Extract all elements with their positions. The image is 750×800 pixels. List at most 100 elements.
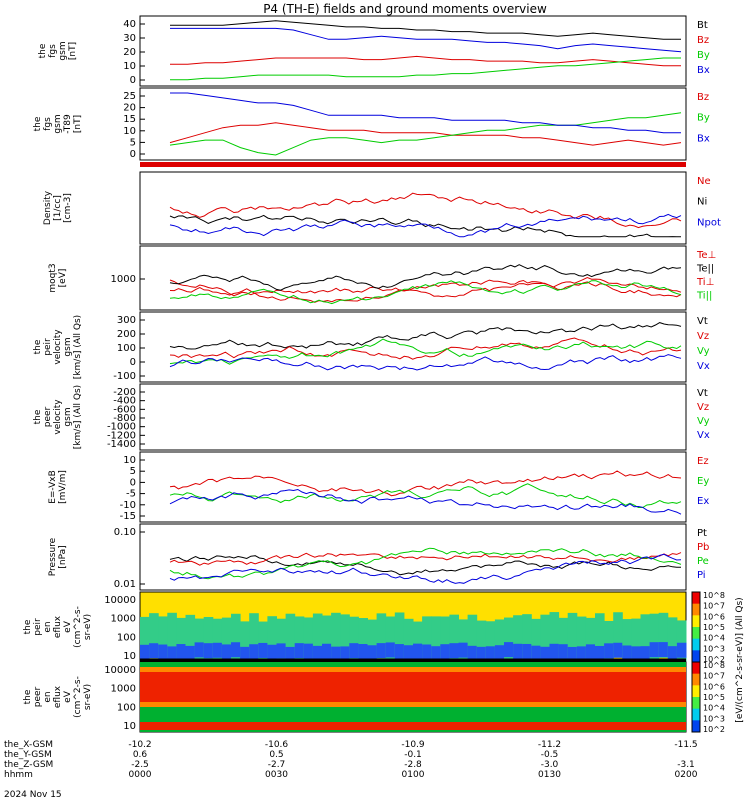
ylabel-line: [nT] [73,115,83,133]
ytick-fgs_dsl: 10 [123,126,136,137]
ytick-fgs: 10 [123,61,136,72]
spec-cell [558,644,569,660]
spec-cell [303,617,314,663]
ytick-pressure: 0.10 [114,527,136,538]
legend-item: Ni [697,197,707,208]
plot-frame-pressure [139,523,687,591]
series-Ex [169,488,682,515]
ylabel-line: en [43,691,53,702]
ylabel-line: velocity [53,329,63,365]
series-Bt [170,20,681,40]
spec-cell [340,646,350,662]
spec-cell [476,646,487,662]
legend-item: Npot [697,217,721,228]
spec-cell [440,616,450,662]
spec-cell [531,618,541,664]
ytick-temp: 1000 [111,274,136,285]
xrow-value: -11.5 [674,740,697,750]
xrow-value: -2.5 [131,760,149,770]
spec-cell [513,643,523,659]
colorbar-tick: 10^2 [703,725,725,734]
xrow-value: -11.2 [538,740,561,750]
colorbar-segment [692,685,700,698]
legend-vel: Vt Vz Vy Vx [697,316,710,372]
spec-cell [540,646,550,662]
series-Bx [170,27,682,53]
spec-cell [595,613,605,659]
plot-frame-vel_peer [139,383,687,451]
spec-cell [312,613,323,659]
spec-cell [185,614,196,660]
ytick-fgs: 40 [123,19,136,30]
spec-cell [331,646,341,662]
legend-item: Bx [697,65,710,76]
ylabel-line: (cm^2-s- [73,676,83,718]
ylabel-line: Pressure [48,537,58,576]
spec-cell [513,615,523,661]
ylabel-line: peir [33,618,43,636]
spec-cell [576,616,587,662]
spec-cell [385,642,396,658]
spec-cell [531,645,541,661]
spec-cell [403,645,414,661]
spec-cell [221,644,232,660]
series-By [170,57,681,81]
legend-item: Vt [697,316,708,327]
ylabel-vel_peer: thepeervelocitygsm[km/s] (All Qs) [33,385,83,449]
panel-ion_spec: thepeirenefluxeV(cm^2-s-sr-eV) 10000 1000 1… [23,591,687,667]
series-Ne [169,192,682,229]
spec-cell [176,617,186,663]
spec-cell [649,642,660,658]
ytick-fgs: 0 [130,75,136,86]
ylabel-line: sr-eV) [83,614,93,640]
spec-cell [522,614,532,660]
ytick-efield: -5 [126,489,136,500]
colorbar-segment [692,650,700,663]
xrow-label: the_Z-GSM [4,760,53,770]
spec-cell [585,617,596,663]
colorbar-tick: 10^3 [703,644,725,653]
legend-fgs: Bt Bz By Bx [697,20,710,76]
spec-cell [403,618,414,664]
spec-cell [458,642,469,658]
xrow-value: -0.1 [404,750,422,760]
spec-cell [149,643,159,659]
series-Vx [169,354,682,371]
ylabel-line: the [33,339,43,354]
spec-cell [522,643,532,659]
ylabel-pressure: Pressure[nPa] [48,537,68,576]
colorbar-tick: 10^5 [703,693,725,702]
spec-band [140,722,686,730]
spec-cell [476,620,487,666]
ylabel-line: [cm-3] [63,193,73,223]
ylabel-line: the [23,689,33,704]
spec-cell [285,646,296,662]
legend-item: Vt [697,388,708,399]
spec-cell [631,646,641,662]
spec-cell [413,643,423,659]
spec-cell [358,644,368,660]
plot-frame-efield [139,451,687,523]
spec-cell [440,644,450,660]
legend-item: Bz [697,35,709,46]
spec-cell [376,613,387,659]
ytick-pressure: 0.01 [114,579,136,590]
spec-cell [231,613,241,659]
ytick-fgs: 20 [123,47,136,58]
legend-temp: Te⊥ Te|| Ti⊥ Ti|| [696,250,716,302]
panel-temp: moqt3[eV] 1000 Te⊥ Te|| Ti⊥ Ti|| [48,245,716,311]
spec-cell [158,616,168,662]
spec-cell [494,645,505,661]
legend-item: Pt [697,528,707,539]
xrow-value: 0130 [538,770,561,780]
legend-item: By [697,113,710,124]
legend-item: Vy [697,416,710,427]
ytick-efield: -15 [120,511,136,522]
series-Pe [169,547,682,580]
xrow-label: the_Y-GSM [4,750,52,760]
legend-item: Vx [697,361,710,372]
spec-cell [431,616,441,662]
legend-item: Pi [697,570,706,581]
plot-frame-vel [139,311,687,383]
spec-cell [276,643,287,659]
